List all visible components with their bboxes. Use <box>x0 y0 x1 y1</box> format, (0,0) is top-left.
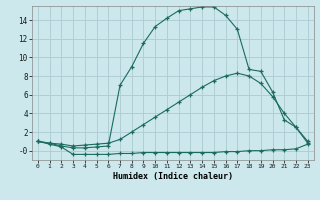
X-axis label: Humidex (Indice chaleur): Humidex (Indice chaleur) <box>113 172 233 181</box>
